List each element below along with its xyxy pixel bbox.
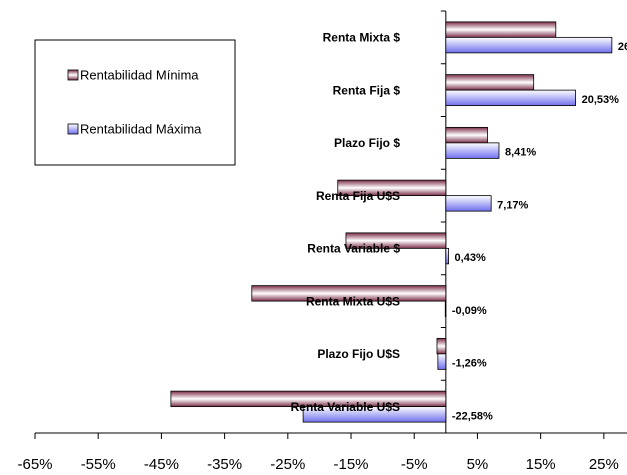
bar: [445, 247, 449, 265]
x-tick-label: 15%: [526, 456, 556, 473]
x-tick-label: -25%: [270, 456, 305, 473]
x-tick-label: 25%: [589, 456, 619, 473]
x-tick-label: -45%: [144, 456, 179, 473]
data-label: 7,17%: [497, 199, 528, 211]
data-label: 20,53%: [582, 94, 620, 106]
category-label: Renta Fija U$S: [316, 189, 400, 203]
bar: [445, 142, 500, 159]
category-label: Renta Mixta U$S: [306, 294, 400, 308]
category-label: Plazo Fijo $: [334, 136, 400, 150]
category-label: Renta Fija $: [333, 83, 401, 97]
data-label: 26,27%: [618, 41, 627, 53]
legend-swatch: [67, 69, 79, 81]
data-label: 0,43%: [455, 252, 486, 264]
bar: [251, 285, 447, 302]
bar: [337, 179, 447, 197]
bar: [437, 353, 447, 370]
bar: [445, 89, 576, 107]
legend-box: [34, 39, 236, 166]
x-tick-label: -15%: [334, 456, 369, 473]
category-label: Plazo Fijo U$S: [317, 347, 400, 361]
bar: [445, 21, 557, 38]
data-label: -0,09%: [452, 305, 487, 317]
bar: [302, 406, 447, 423]
legend-swatch: [67, 123, 79, 135]
bar: [436, 337, 447, 355]
x-tick-label: 5%: [467, 456, 489, 473]
bar: [445, 195, 492, 212]
category-label: Renta Mixta $: [323, 31, 401, 45]
bar: [445, 74, 535, 91]
category-label: Renta Variable U$S: [291, 400, 400, 414]
x-tick-label: -65%: [17, 456, 52, 473]
data-label: -22,58%: [452, 410, 493, 422]
category-label: Renta Variable $: [307, 242, 400, 256]
legend-label: Rentabilidad Mínima: [80, 67, 199, 82]
x-tick-label: -55%: [81, 456, 116, 473]
bar: [445, 36, 613, 54]
data-label: -1,26%: [452, 358, 487, 370]
bar: [445, 126, 488, 144]
bar: [444, 300, 447, 318]
x-tick-label: -35%: [207, 456, 242, 473]
bar: [345, 232, 447, 249]
data-label: 8,41%: [505, 147, 536, 159]
legend-label: Rentabilidad Máxima: [80, 121, 202, 136]
x-tick-label: -5%: [401, 456, 428, 473]
